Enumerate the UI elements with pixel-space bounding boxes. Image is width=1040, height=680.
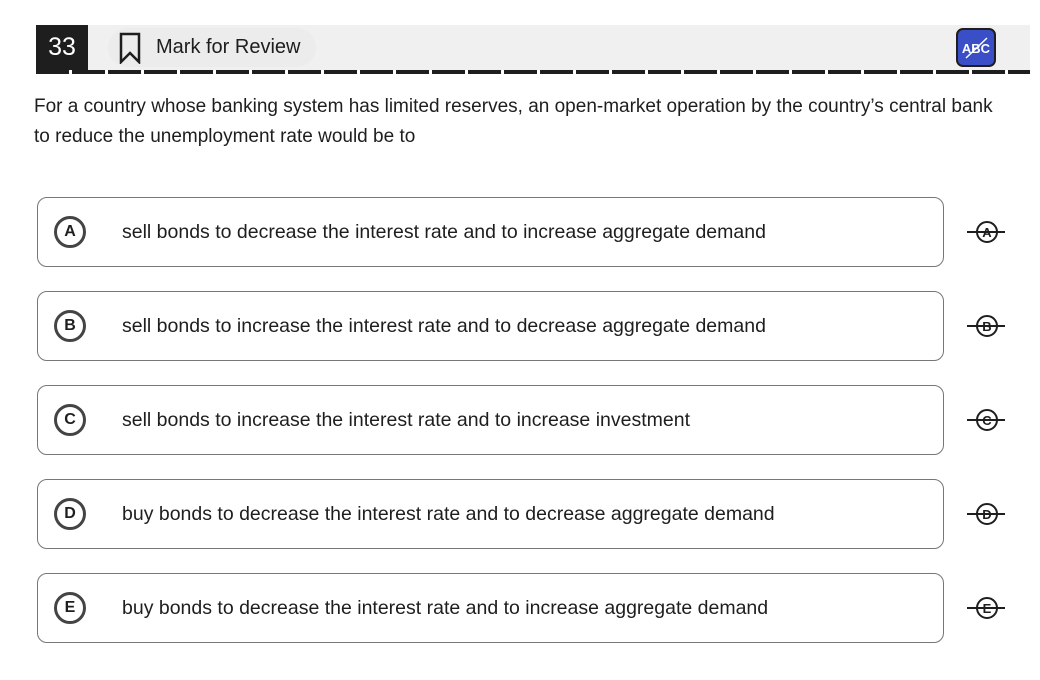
strike-line [967, 607, 1005, 609]
strike-line [967, 325, 1005, 327]
answer-option-b[interactable]: B sell bonds to increase the interest ra… [37, 291, 944, 361]
option-letter: B [54, 310, 86, 342]
header-divider [36, 70, 1030, 74]
question-text: For a country whose banking system has l… [34, 96, 993, 147]
option-letter: A [54, 216, 86, 248]
answer-option-e[interactable]: E buy bonds to decrease the interest rat… [37, 573, 944, 643]
strike-line [967, 419, 1005, 421]
answer-option-d[interactable]: D buy bonds to decrease the interest rat… [37, 479, 944, 549]
eliminate-option-b-button[interactable]: B [967, 314, 1005, 338]
option-text: sell bonds to increase the interest rate… [122, 408, 690, 431]
eliminate-option-e-button[interactable]: E [967, 596, 1005, 620]
option-letter: D [54, 498, 86, 530]
bookmark-icon [119, 32, 141, 64]
eliminate-option-d-button[interactable]: D [967, 502, 1005, 526]
option-text: buy bonds to decrease the interest rate … [122, 596, 769, 619]
eliminate-option-c-button[interactable]: C [967, 408, 1005, 432]
option-text: buy bonds to decrease the interest rate … [122, 502, 775, 525]
option-letter: C [54, 404, 86, 436]
option-text: sell bonds to decrease the interest rate… [122, 220, 766, 243]
mark-for-review-label: Mark for Review [156, 36, 301, 58]
question-number: 33 [36, 25, 88, 70]
answer-option-a[interactable]: A sell bonds to decrease the interest ra… [37, 197, 944, 267]
mark-for-review-button[interactable]: Mark for Review [108, 28, 317, 67]
answer-option-c[interactable]: C sell bonds to increase the interest ra… [37, 385, 944, 455]
abc-strikethrough-icon: ABC [962, 36, 991, 59]
eliminate-option-a-button[interactable]: A [967, 220, 1005, 244]
strike-line [967, 231, 1005, 233]
abc-strikethrough-button[interactable]: ABC [956, 28, 996, 67]
question-header: 33 Mark for Review ABC [36, 25, 1030, 70]
option-letter: E [54, 592, 86, 624]
option-text: sell bonds to increase the interest rate… [122, 314, 766, 337]
strike-line [967, 513, 1005, 515]
